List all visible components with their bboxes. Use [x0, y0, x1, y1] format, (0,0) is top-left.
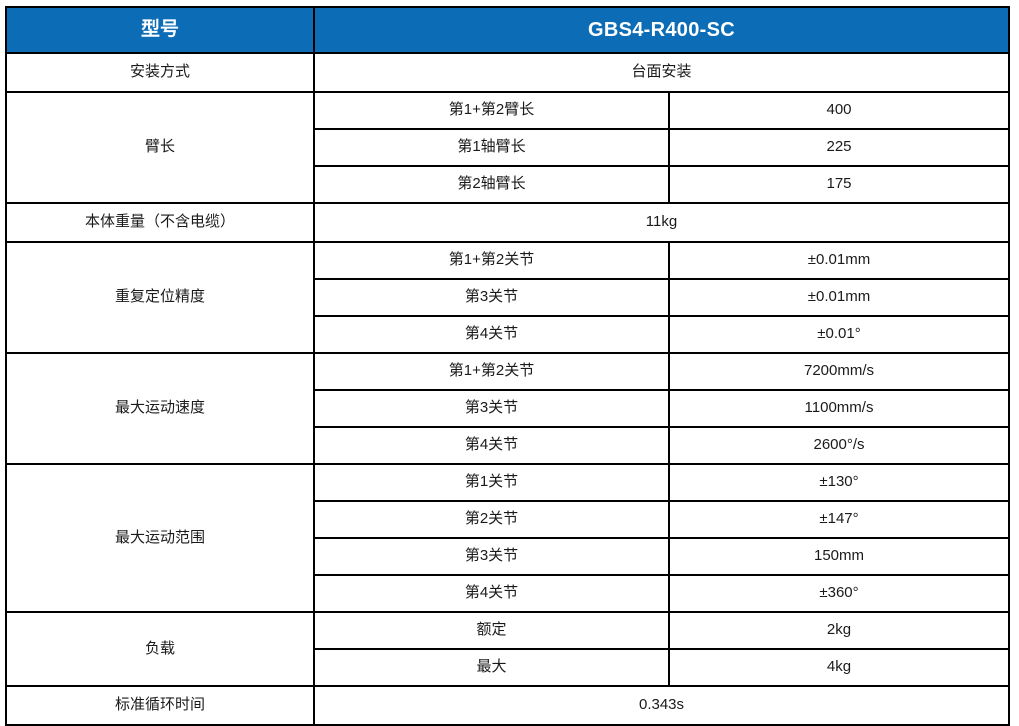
table-row: 本体重量（不含电缆） 11kg: [5, 202, 1011, 243]
table-row: 最大运动速度 第1+第2关节 7200mm/s: [5, 352, 1011, 465]
spec-sublabel: 第3关节: [313, 278, 670, 317]
spec-value: 2600°/s: [667, 426, 1011, 465]
spec-label: 重复定位精度: [5, 241, 315, 354]
spec-sublabel: 第1+第2臂长: [313, 91, 670, 130]
spec-label: 负载: [5, 611, 315, 687]
spec-sublabel: 第1+第2关节: [313, 241, 670, 280]
spec-value: 台面安装: [312, 52, 1011, 93]
spec-label: 安装方式: [5, 52, 315, 93]
spec-value: 0.343s: [312, 685, 1011, 726]
table-row: 重复定位精度 第1+第2关节 ±0.01mm: [5, 241, 1011, 354]
table-body: 安装方式 台面安装 臂长 第1+第2臂长 400 第1轴臂长 225 第2轴臂长 175 本体重量…: [5, 52, 1011, 726]
spec-value: ±147°: [667, 500, 1011, 539]
table-row: 第2轴臂长 175: [6, 165, 1011, 204]
table-row: 第4关节 ±360°: [6, 574, 1011, 613]
table-row: 第3关节 150mm: [6, 537, 1011, 576]
spec-label: 臂长: [5, 91, 315, 204]
spec-sublabel: 额定: [313, 611, 670, 650]
specification-table: 型号 GBS4-R400-SC 安装方式 台面安装 臂长 第1+第2臂长 400 第1轴臂…: [5, 6, 1011, 726]
spec-value: 225: [667, 128, 1011, 167]
spec-label: 最大运动范围: [5, 463, 315, 613]
table-row: 第4关节 2600°/s: [6, 426, 1011, 465]
spec-sublabel: 第4关节: [313, 315, 670, 354]
spec-sublabel: 第4关节: [313, 574, 670, 613]
table-row: 安装方式 台面安装: [5, 52, 1011, 93]
spec-label: 标准循环时间: [5, 685, 315, 726]
spec-sublabel: 第3关节: [313, 389, 670, 428]
table-row: 臂长 第1+第2臂长 400: [5, 91, 1011, 204]
header-cell-model-name: GBS4-R400-SC: [312, 6, 1011, 54]
table-header: 型号 GBS4-R400-SC: [5, 6, 1011, 54]
spec-value: 2kg: [667, 611, 1011, 650]
spec-label: 本体重量（不含电缆）: [5, 202, 315, 243]
spec-sublabel: 第4关节: [313, 426, 670, 465]
table-row: 最大运动范围 第1关节 ±130°: [5, 463, 1011, 613]
spec-value: 11kg: [312, 202, 1011, 243]
table-row: 第2关节 ±147°: [6, 500, 1011, 539]
spec-value: 1100mm/s: [667, 389, 1011, 428]
table-row: 负载 额定 2kg: [5, 611, 1011, 687]
spec-value: 400: [667, 91, 1011, 130]
spec-sublabel: 第2轴臂长: [313, 165, 670, 204]
spec-sublabel: 第2关节: [313, 500, 670, 539]
spec-sublabel: 第1轴臂长: [313, 128, 670, 167]
header-row: 型号 GBS4-R400-SC: [5, 6, 1011, 54]
spec-sublabel: 第1+第2关节: [313, 352, 670, 391]
table-row: 第4关节 ±0.01°: [6, 315, 1011, 354]
spec-value: 175: [667, 165, 1011, 204]
header-cell-model-label: 型号: [5, 6, 315, 54]
spec-sublabel: 第3关节: [313, 537, 670, 576]
specification-table-container: 型号 GBS4-R400-SC 安装方式 台面安装 臂长 第1+第2臂长 400 第1轴臂…: [5, 6, 1011, 726]
spec-value: 7200mm/s: [667, 352, 1011, 391]
spec-value: ±0.01mm: [667, 241, 1011, 280]
table-row: 第3关节 1100mm/s: [6, 389, 1011, 428]
spec-value: ±360°: [667, 574, 1011, 613]
spec-value: ±0.01°: [667, 315, 1011, 354]
table-row: 第3关节 ±0.01mm: [6, 278, 1011, 317]
spec-value: ±0.01mm: [667, 278, 1011, 317]
spec-value: ±130°: [667, 463, 1011, 502]
spec-label: 最大运动速度: [5, 352, 315, 465]
spec-value: 150mm: [667, 537, 1011, 576]
table-row: 标准循环时间 0.343s: [5, 685, 1011, 726]
table-row: 第1轴臂长 225: [6, 128, 1011, 167]
spec-sublabel: 第1关节: [313, 463, 670, 502]
